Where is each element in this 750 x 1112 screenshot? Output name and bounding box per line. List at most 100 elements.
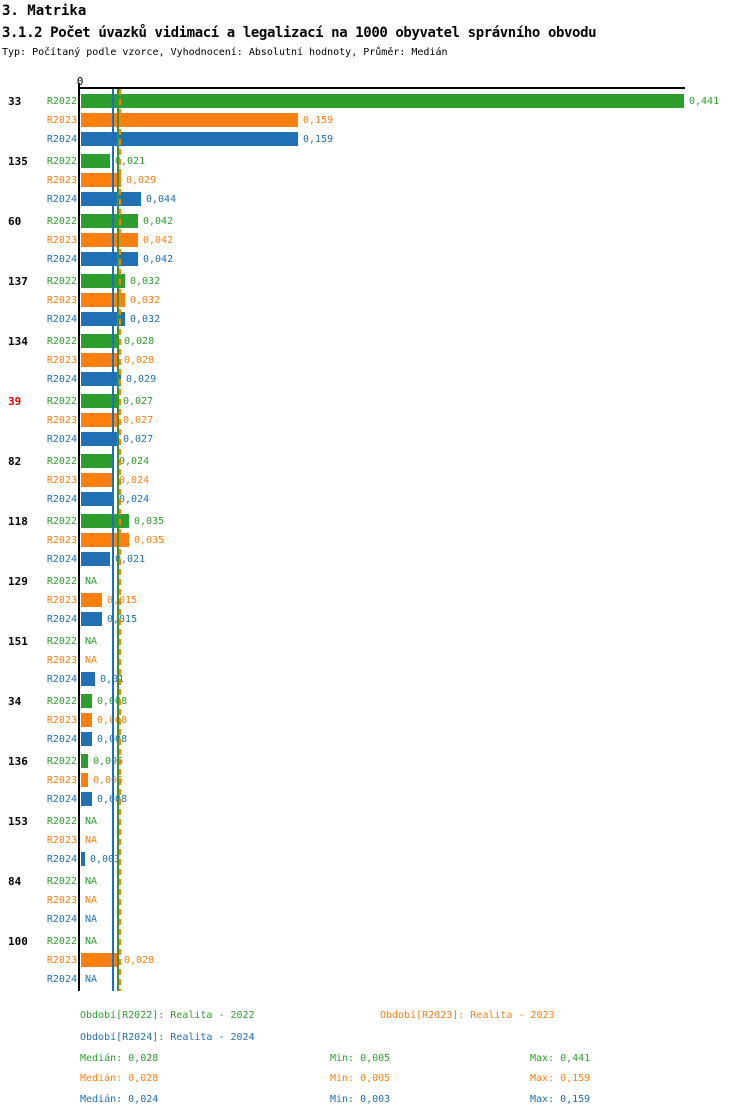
bar — [81, 773, 88, 787]
series-label: R2022 — [46, 756, 77, 767]
group-label: 135 — [8, 155, 28, 168]
series-label: R2024 — [46, 314, 77, 325]
x-axis-line — [78, 87, 685, 89]
series-label: R2023 — [46, 655, 77, 666]
chart-subtitle: 3.1.2 Počet úvazků vidimací a legalizací… — [2, 25, 597, 41]
bar-value-label: 0,024 — [119, 494, 150, 505]
group-label: 151 — [8, 635, 28, 648]
series-label: R2024 — [46, 134, 77, 145]
bar — [81, 214, 138, 228]
series-label: R2022 — [46, 156, 77, 167]
na-label: NA — [85, 876, 98, 887]
group-label: 134 — [8, 335, 28, 348]
group-label: 39 — [8, 395, 22, 408]
bar-value-label: 0,027 — [123, 415, 154, 426]
bar-value-label: 0,029 — [126, 175, 157, 186]
bar-value-label: 0,021 — [115, 156, 146, 167]
y-axis-line — [78, 83, 80, 991]
bar — [81, 173, 121, 187]
bar — [81, 132, 298, 146]
group-label: 137 — [8, 275, 28, 288]
stat-min-r2023: Min: 0,005 — [330, 1073, 391, 1084]
bar-value-label: 0,159 — [303, 115, 334, 126]
bar-value-label: 0,021 — [115, 554, 146, 565]
stat-max-r2022: Max: 0,441 — [530, 1053, 591, 1064]
series-label: R2024 — [46, 254, 77, 265]
series-label: R2022 — [46, 876, 77, 887]
group-label: 33 — [8, 95, 22, 108]
series-label: R2022 — [46, 576, 77, 587]
bar-value-label: 0,024 — [119, 456, 150, 467]
bar — [81, 473, 114, 487]
series-label: R2023 — [46, 955, 77, 966]
series-label: R2023 — [46, 355, 77, 366]
series-label: R2023 — [46, 775, 77, 786]
bar — [81, 413, 118, 427]
bar — [81, 192, 141, 206]
page-title: 3. Matrika — [2, 3, 87, 19]
bar — [81, 792, 92, 806]
bar-value-label: 0,005 — [93, 775, 124, 786]
bar-value-label: 0,042 — [143, 254, 174, 265]
series-label: R2023 — [46, 595, 77, 606]
series-label: R2024 — [46, 434, 77, 445]
bar — [81, 552, 110, 566]
bar-value-label: 0,027 — [123, 396, 154, 407]
bar-value-label: 0,044 — [146, 194, 177, 205]
bar-value-label: 0,028 — [124, 955, 155, 966]
bar — [81, 672, 95, 686]
na-label: NA — [85, 816, 98, 827]
stat-median-r2022: Medián: 0,028 — [80, 1053, 159, 1064]
bar — [81, 312, 125, 326]
bar-value-label: 0,029 — [126, 374, 157, 385]
stat-max-r2024: Max: 0,159 — [530, 1094, 591, 1105]
na-label: NA — [85, 936, 98, 947]
bar — [81, 514, 129, 528]
median-line-r2024 — [112, 89, 114, 991]
series-label: R2022 — [46, 936, 77, 947]
stat-median-r2023: Medián: 0,028 — [80, 1073, 159, 1084]
series-label: R2023 — [46, 295, 77, 306]
bar — [81, 154, 110, 168]
bar-value-label: 0,441 — [689, 96, 720, 107]
bar-value-label: 0,032 — [130, 276, 161, 287]
na-label: NA — [85, 576, 98, 587]
na-label: NA — [85, 914, 98, 925]
bar-value-label: 0,035 — [134, 535, 165, 546]
bar — [81, 372, 121, 386]
bar-value-label: 0,027 — [123, 434, 154, 445]
bar — [81, 713, 92, 727]
chart-meta: Typ: Počítaný podle vzorce, Vyhodnocení:… — [2, 47, 448, 58]
series-label: R2023 — [46, 115, 77, 126]
series-label: R2024 — [46, 914, 77, 925]
legend-r2022: Období[R2022]: Realita - 2022 — [80, 1010, 255, 1021]
bar-value-label: 0,003 — [90, 854, 121, 865]
bar — [81, 94, 684, 108]
bar — [81, 612, 102, 626]
median-line-r2022 — [117, 89, 119, 991]
series-label: R2022 — [46, 456, 77, 467]
series-label: R2022 — [46, 816, 77, 827]
na-label: NA — [85, 974, 98, 985]
series-label: R2022 — [46, 96, 77, 107]
bar-value-label: 0,035 — [134, 516, 165, 527]
group-label: 129 — [8, 575, 28, 588]
group-label: 82 — [8, 455, 22, 468]
bar-value-label: 0,015 — [107, 614, 138, 625]
group-label: 60 — [8, 215, 22, 228]
bar — [81, 593, 102, 607]
bar-value-label: 0,024 — [119, 475, 150, 486]
bar — [81, 274, 125, 288]
bar — [81, 394, 118, 408]
series-label: R2024 — [46, 854, 77, 865]
series-label: R2023 — [46, 835, 77, 846]
bar-value-label: 0,042 — [143, 235, 174, 246]
legend-r2024: Období[R2024]: Realita - 2024 — [80, 1032, 255, 1043]
stat-min-r2022: Min: 0,005 — [330, 1053, 391, 1064]
series-label: R2024 — [46, 614, 77, 625]
bar — [81, 852, 85, 866]
bar — [81, 432, 118, 446]
bar-value-label: 0,042 — [143, 216, 174, 227]
bar-value-label: 0,159 — [303, 134, 334, 145]
series-label: R2022 — [46, 396, 77, 407]
